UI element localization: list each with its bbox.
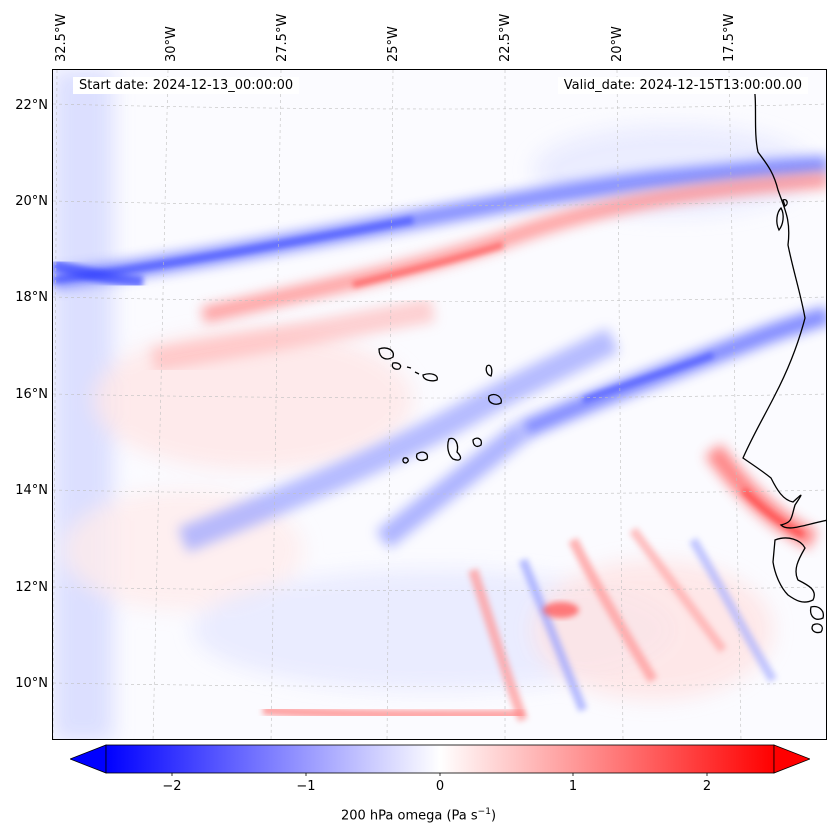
arguin-bank [776,206,784,232]
graticule [53,70,826,739]
sao-nicolau-island [422,373,438,382]
northern-descent-band [201,172,826,323]
south-ascent-streak-1 [518,558,588,712]
parallel-14n [53,489,826,495]
meridian-30w [152,70,169,739]
colorbar-tick-1: 1 [568,779,578,794]
lat-label-20n: 20°N [15,194,48,209]
lat-label-22n: 22°N [15,98,48,113]
meridian-20w [616,70,624,739]
meridian-17-5w [728,70,742,739]
omega-field-map [53,70,826,739]
start-date-label: Start date: 2024-12-13_00:00:00 [73,77,300,94]
guinea-bissau-coast [772,537,815,603]
colorbar-label: 200 hPa omega (Pa s−1) [0,807,837,823]
fogo-island [415,451,429,461]
map-panel[interactable]: Start date: 2024-12-13_00:00:00 Valid_da… [52,69,827,740]
south-ascent-streak-2 [689,537,777,683]
central-ascent-band [519,306,826,439]
lat-label-12n: 12°N [15,580,48,595]
lon-label-25w: 25°W [386,26,401,62]
meridian-32-5w [53,70,58,739]
southern-descent-strip [262,705,524,720]
boa-vista-island [488,393,502,405]
coastlines [742,81,826,634]
cape-verde-islands [378,347,502,464]
parallel-10n [53,682,826,687]
bijagos-islands-1 [809,605,824,620]
ilheu-island [414,371,420,375]
lon-label-32-5w: 32.5°W [54,13,69,62]
lon-label-30w: 30°W [164,26,179,62]
colorbar-gradient [105,744,775,774]
santa-luzia-island [406,366,412,369]
maio-island [472,437,483,447]
parallel-16n [53,393,826,399]
colorbar [70,744,810,776]
sal-island [485,364,493,377]
colorbar-label-text: 200 hPa omega (Pa s [340,808,478,824]
colorbar-tick-0: 0 [435,779,445,794]
lat-label-14n: 14°N [15,483,48,498]
omega-bands [53,156,826,722]
secondary-descent-band [151,298,436,372]
meridian-27-5w [270,70,282,739]
parallel-18n [53,296,826,302]
lon-label-20w: 20°W [610,26,625,62]
descent-spot-south [543,602,579,618]
southwest-ascent-band [178,328,619,553]
colorbar-label-exponent: −1 [477,807,491,817]
colorbar-tick-2: 2 [702,779,712,794]
south-descent-streak-3 [629,527,727,653]
lon-label-17-5w: 17.5°W [722,13,737,62]
parallel-20n [53,200,826,206]
island-ascent-band [376,421,530,549]
colorbar-label-close: ) [490,808,497,824]
colorbar-tick-minus-2: −2 [162,779,182,794]
meridian-25w [386,70,394,739]
santo-antao-island [378,347,394,360]
colorbar-max-extend [773,744,810,774]
lon-label-22-5w: 22.5°W [498,13,513,62]
coastal-descent-core [740,487,805,539]
parallel-22n [53,103,826,110]
central-ascent-core [581,352,715,403]
valid-date-label: Valid_date: 2024-12-15T13:00:00.00 [557,77,808,94]
bijagos-islands-2 [811,623,823,634]
colorbar-ticks [171,773,708,776]
parallel-12n [53,586,826,591]
lon-label-27-5w: 27.5°W [275,13,290,62]
west-africa-coastline [742,81,826,529]
colorbar-tick-minus-1: −1 [296,779,316,794]
santiago-island [447,437,462,461]
coastal-islet [782,198,788,207]
southeast-pink-area [533,560,773,700]
sao-vicente-island [391,362,402,370]
lat-label-18n: 18°N [15,290,48,305]
colorbar-min-extend [70,744,107,774]
south-descent-streak-2 [568,537,658,683]
lat-label-16n: 16°N [15,387,48,402]
western-ascent-spot [53,259,144,288]
northern-descent-core [352,242,504,288]
brava-island [402,457,409,464]
lat-label-10n: 10°N [15,676,48,691]
